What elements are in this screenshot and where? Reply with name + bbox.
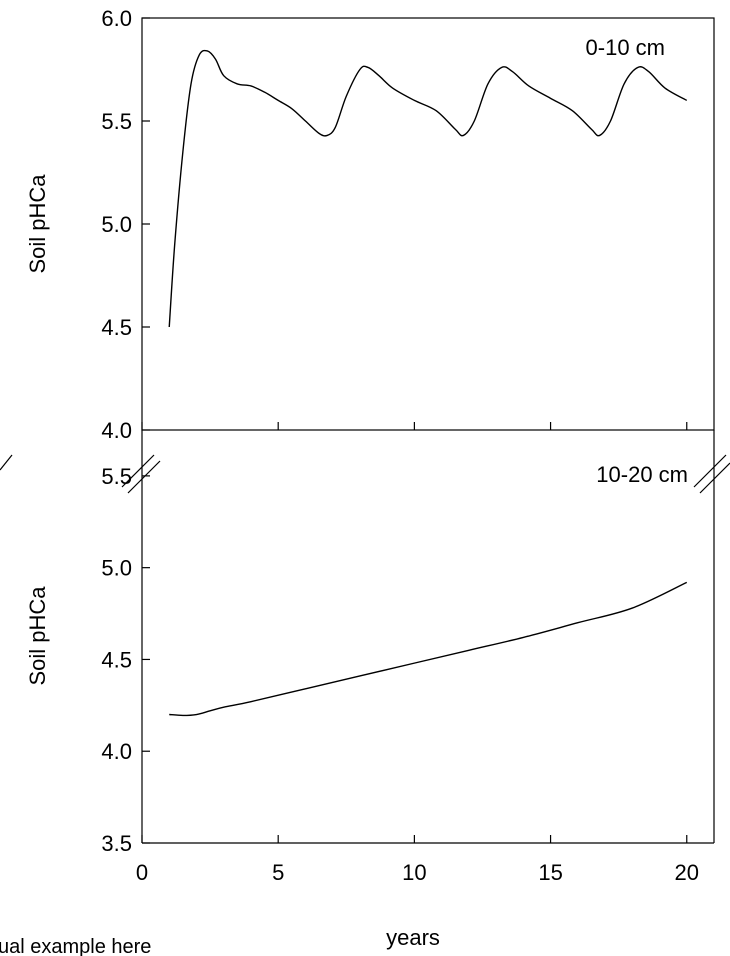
top-y-tick-label: 4.5	[101, 315, 132, 340]
bottom-y-axis-title: Soil pHCa	[25, 586, 50, 686]
x-tick-label: 0	[136, 860, 148, 885]
bottom-y-tick-label: 5.5	[101, 464, 132, 489]
bottom-series-line	[169, 581, 688, 717]
top-y-tick-label: 5.0	[101, 212, 132, 237]
top-y-axis-title: Soil pHCa	[25, 174, 50, 274]
x-tick-label: 15	[538, 860, 562, 885]
top-series-line	[168, 49, 688, 328]
bottom-y-tick-label: 3.5	[101, 831, 132, 856]
top-y-tick-label: 5.5	[101, 109, 132, 134]
top-panel-label: 0-10 cm	[586, 35, 665, 60]
top-y-ticks: 6.0 5.5 5.0 4.5 4.0	[101, 6, 150, 443]
top-panel: 6.0 5.5 5.0 4.5 4.0 0-10 cm Soil pHCa	[25, 6, 715, 443]
axis-break-left	[121, 454, 161, 494]
x-tick-label: 5	[272, 860, 284, 885]
axis-break-right	[693, 454, 730, 494]
axis-break-far-left	[0, 454, 13, 471]
bottom-x-ticks: 0 5 10 15 20	[136, 835, 699, 885]
x-axis-title: years	[386, 925, 440, 950]
bottom-y-tick-label: 5.0	[101, 556, 132, 581]
bottom-panel: 5.5 5.0 4.5 4.0 3.5 0 5 10 15 20 10-20 cm Soil p…	[0, 430, 730, 950]
x-tick-label: 20	[675, 860, 699, 885]
bottom-y-ticks: 5.5 5.0 4.5 4.0 3.5	[101, 464, 150, 856]
bottom-panel-label: 10-20 cm	[596, 462, 688, 487]
top-y-tick-label: 4.0	[101, 418, 132, 443]
bottom-y-tick-label: 4.0	[101, 739, 132, 764]
x-tick-label: 10	[402, 860, 426, 885]
top-y-tick-label: 6.0	[101, 6, 132, 31]
bottom-y-tick-label: 4.5	[101, 647, 132, 672]
footnote-text: ual example here	[0, 936, 151, 956]
top-x-ticks	[141, 422, 688, 430]
